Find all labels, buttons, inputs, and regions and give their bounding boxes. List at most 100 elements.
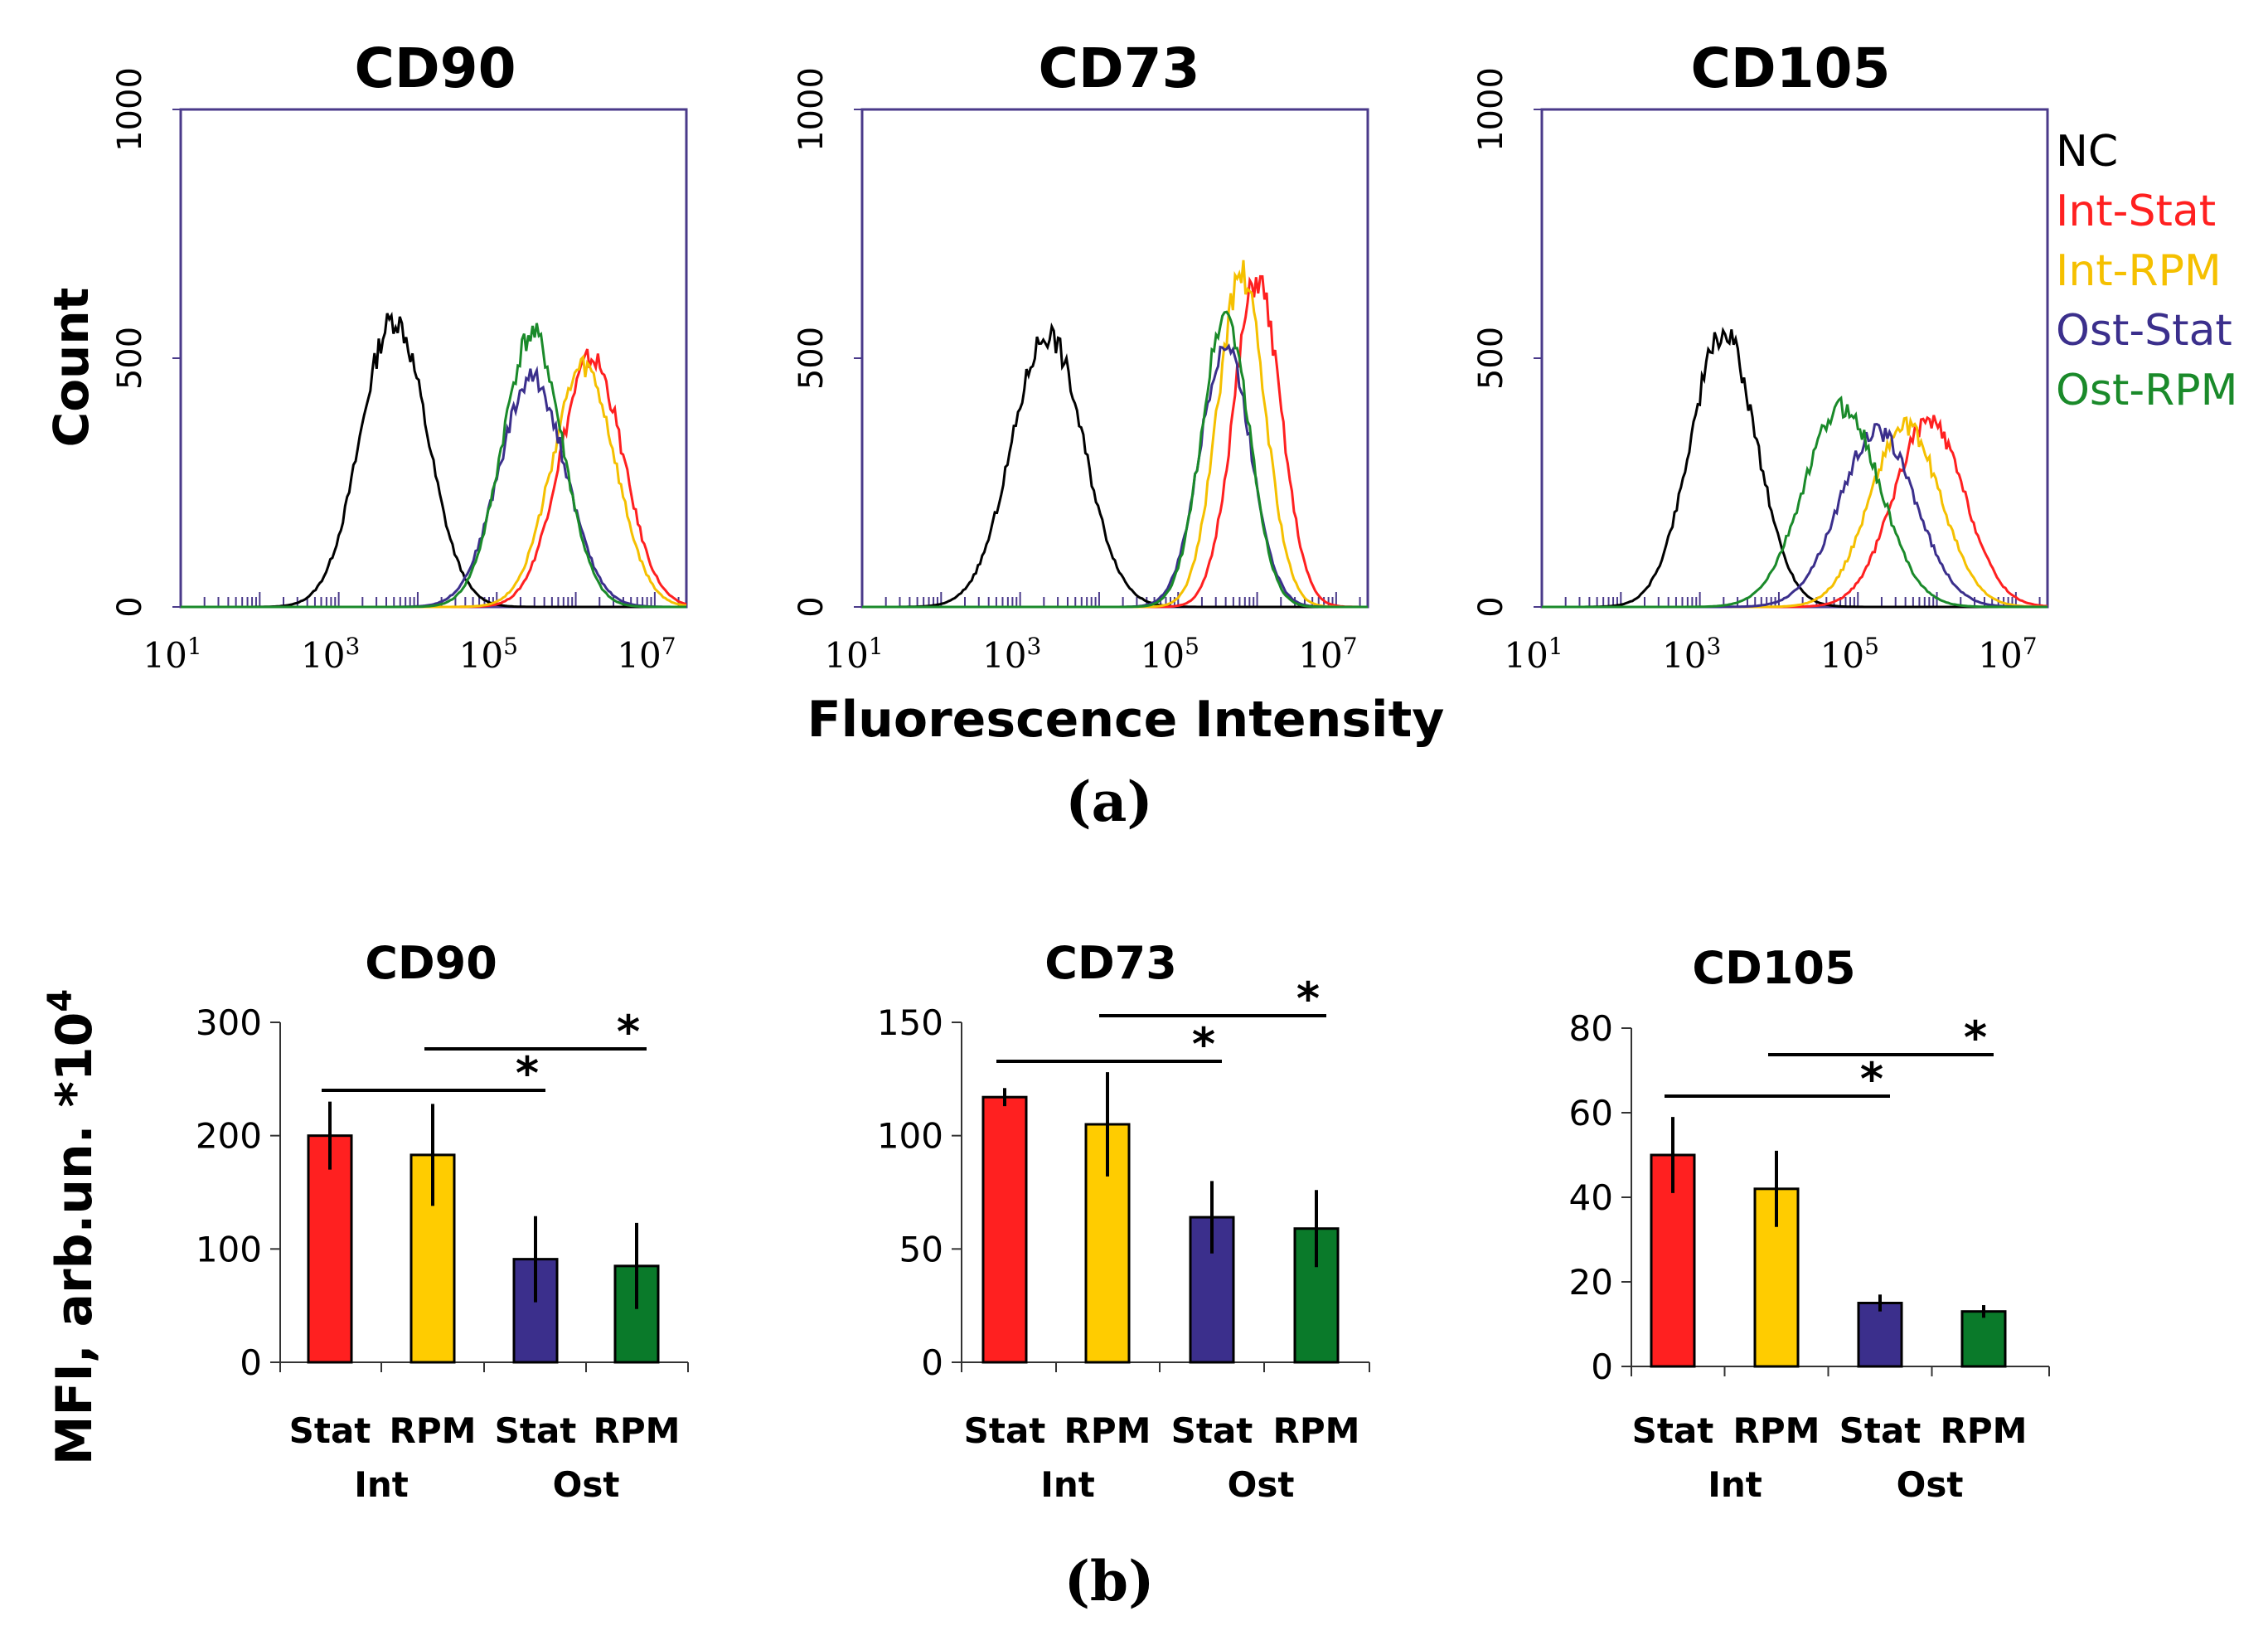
y-tick-label: 500: [111, 327, 149, 390]
hist-x-axis-label: Fluorescence Intensity: [807, 691, 1445, 749]
x-tick-base: 10: [1978, 635, 2022, 676]
category-label: RPM: [1941, 1410, 2028, 1451]
x-tick-label: 101: [1504, 633, 1563, 676]
x-tick-label: 101: [143, 633, 201, 676]
y-tick-label: 300: [196, 1002, 262, 1043]
hist-y-axis-label: Count: [43, 288, 99, 448]
bar-chart-cd90: CD90 0 100 200 300 Stat RPM Stat RPM Int Ost * *: [196, 937, 689, 1505]
legend-item-nc: NC: [2056, 127, 2118, 177]
bar-stat-2: [1857, 1302, 1903, 1368]
y-tick-label: 80: [1569, 1008, 1613, 1049]
x-tick-exponent: 1: [869, 633, 884, 660]
x-tick-label: 105: [1820, 633, 1879, 676]
y-tick-label: 60: [1569, 1093, 1613, 1133]
x-tick-base: 10: [617, 635, 661, 676]
x-tick-base: 10: [1504, 635, 1548, 676]
bar-y-axis-label: MFI, arb.un. *104: [41, 989, 104, 1465]
bar-chart-cd105: CD105 0 20 40 60 80 Stat RPM Stat RPM Int Ost * *: [1569, 942, 2050, 1505]
histogram-title: CD90: [354, 36, 516, 100]
y-tick-label: 1000: [111, 67, 149, 152]
x-tick-base: 10: [1662, 635, 1706, 676]
x-tick-base: 10: [824, 635, 868, 676]
significance-star: *: [516, 1047, 539, 1099]
x-tick-exponent: 7: [2023, 633, 2038, 660]
x-tick-label: 107: [1978, 633, 2037, 676]
legend-item-ost-stat: Ost-Stat: [2056, 306, 2232, 356]
x-tick-label: 107: [1298, 633, 1357, 676]
x-tick-label: 103: [1662, 633, 1721, 676]
category-label: RPM: [1064, 1410, 1151, 1451]
bar-chart-title: CD105: [1692, 942, 1855, 994]
bar-chart-title: CD90: [365, 937, 497, 989]
group-label: Ost: [1897, 1464, 1964, 1505]
category-label: RPM: [1273, 1410, 1360, 1451]
significance-star: *: [1296, 973, 1320, 1025]
bar-stat-0: [981, 1095, 1028, 1364]
x-tick-exponent: 1: [1548, 633, 1563, 660]
x-tick-base: 10: [143, 635, 187, 676]
bar-stat-0: [307, 1134, 353, 1364]
x-tick-label: 103: [301, 633, 360, 676]
x-tick-exponent: 7: [662, 633, 676, 660]
y-tick-label: 0: [1472, 596, 1510, 617]
x-tick-base: 10: [459, 635, 503, 676]
legend-item-int-rpm: Int-RPM: [2056, 246, 2222, 296]
bar-y-axis-label-superscript: 4: [41, 989, 80, 1012]
y-tick-label: 20: [1569, 1262, 1613, 1303]
y-tick-label: 100: [196, 1229, 262, 1269]
x-tick-base: 10: [1298, 635, 1342, 676]
histogram-series-ost-rpm: [181, 323, 686, 609]
significance-star: *: [1860, 1053, 1883, 1105]
histogram-title: CD73: [1038, 36, 1199, 100]
x-tick-exponent: 5: [1185, 633, 1199, 660]
category-label: RPM: [1733, 1410, 1820, 1451]
category-label: Stat: [1632, 1410, 1714, 1451]
category-label: Stat: [964, 1410, 1046, 1451]
x-tick-base: 10: [301, 635, 345, 676]
histogram-series-ost-rpm: [862, 310, 1368, 609]
y-tick-label: 0: [240, 1342, 262, 1383]
x-tick-exponent: 3: [345, 633, 360, 660]
significance-star: *: [617, 1006, 640, 1058]
x-tick-label: 103: [982, 633, 1041, 676]
bar-panels: CD90 0 100 200 300 Stat RPM Stat RPM Int Ost * * CD73…: [196, 937, 2050, 1505]
category-label: Stat: [1839, 1410, 1922, 1451]
bar-y-axis-label-text: MFI, arb.un. *10: [46, 1012, 104, 1466]
legend: NC Int-Stat Int-RPM Ost-Stat Ost-RPM: [2056, 127, 2238, 415]
group-label: Int: [1040, 1464, 1095, 1505]
y-tick-label: 0: [792, 596, 831, 617]
x-tick-exponent: 1: [187, 633, 202, 660]
x-tick-exponent: 5: [1864, 633, 1879, 660]
category-label: RPM: [594, 1410, 681, 1451]
y-tick-label: 200: [196, 1116, 262, 1157]
panel-b-label: (b): [1064, 1549, 1155, 1614]
x-tick-exponent: 5: [503, 633, 518, 660]
bar-rpm-1: [1753, 1187, 1800, 1368]
x-tick-label: 101: [824, 633, 883, 676]
histogram-series-nc: [862, 322, 1368, 609]
y-tick-label: 1000: [1472, 67, 1510, 152]
legend-item-int-stat: Int-Stat: [2056, 187, 2216, 236]
y-tick-label: 150: [877, 1002, 943, 1043]
category-label: Stat: [289, 1410, 371, 1451]
x-tick-label: 105: [1141, 633, 1199, 676]
bar-chart-title: CD73: [1044, 937, 1177, 989]
bar-chart-cd73: CD73 0 50 100 150 Stat RPM Stat RPM Int Ost * *: [877, 937, 1370, 1505]
x-tick-exponent: 7: [1343, 633, 1358, 660]
x-tick-base: 10: [1141, 635, 1185, 676]
y-tick-label: 1000: [792, 67, 831, 152]
y-tick-label: 40: [1569, 1177, 1613, 1218]
y-tick-label: 0: [111, 596, 149, 617]
legend-item-ost-rpm: Ost-RPM: [2056, 366, 2238, 415]
y-tick-label: 100: [877, 1116, 943, 1157]
group-label: Ost: [553, 1464, 620, 1505]
panel-a-label: (a): [1065, 769, 1152, 834]
x-tick-label: 107: [617, 633, 676, 676]
category-label: Stat: [495, 1410, 577, 1451]
significance-star: *: [1964, 1012, 1987, 1064]
